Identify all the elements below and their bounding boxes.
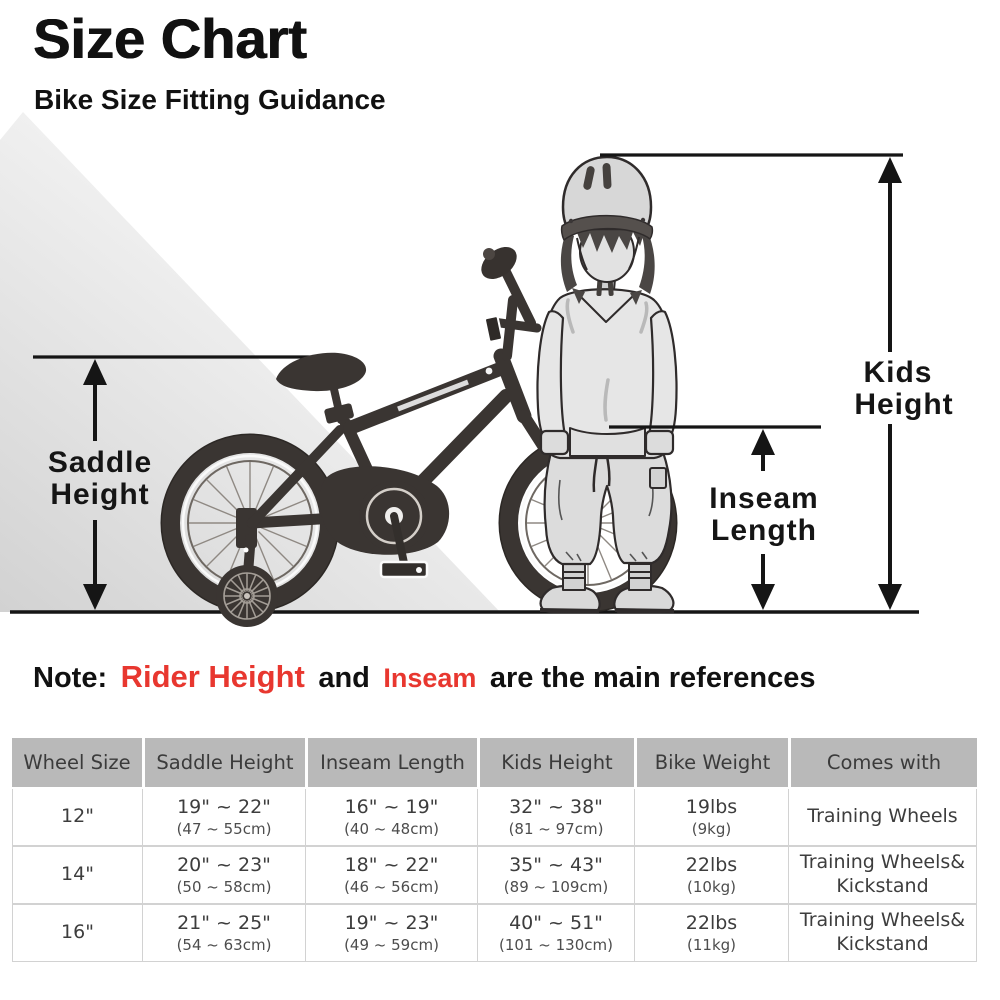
- wheel-size-value: 16": [61, 921, 94, 944]
- column-header-inseam-length: Inseam Length: [305, 738, 477, 787]
- training-wheel: [216, 508, 278, 627]
- bike-weight-lb: 22lbs: [685, 854, 738, 877]
- comes-with-line1: Training Wheels&: [799, 851, 966, 874]
- bike-fitting-diagram: Saddle Height Inseam Length Kids Height: [0, 112, 953, 627]
- hoodie-shading: [565, 298, 649, 422]
- frame-decal: [397, 379, 469, 412]
- pedal: [379, 560, 429, 579]
- wheel-size-value: 14": [61, 863, 94, 886]
- helmet-vents: [583, 163, 612, 190]
- child-shoes: [539, 584, 675, 614]
- inseam-length-cm: (49 ~ 59cm): [344, 935, 439, 954]
- column-header-saddle-height: Saddle Height: [142, 738, 305, 787]
- handlebar-grip: [481, 246, 517, 280]
- column-header-bike-weight: Bike Weight: [634, 738, 788, 787]
- child-hair: [560, 230, 655, 305]
- saddle-height-cm: (47 ~ 55cm): [176, 819, 272, 838]
- column-header-comes-with: Comes with: [788, 738, 977, 787]
- note-and: and: [318, 662, 370, 694]
- child-socks: [562, 563, 652, 591]
- frame-bolt: [485, 367, 493, 375]
- note-suffix: are the main references: [489, 662, 816, 694]
- comes-with-line2: Kickstand: [836, 933, 929, 955]
- kids-height-cm: (89 ~ 109cm): [503, 877, 609, 896]
- table-body: 12" 19" ~ 22" (47 ~ 55cm) 16" ~ 19" (40 …: [12, 789, 977, 962]
- comes-with-line1: Training Wheels&: [799, 909, 966, 932]
- inseam-length-in: 19" ~ 23": [344, 912, 439, 935]
- kids-height-label-2: Height: [854, 388, 953, 421]
- bike-weight-kg: (11kg): [687, 935, 736, 954]
- saddle-height-cm: (54 ~ 63cm): [176, 935, 272, 954]
- inseam-arrow: [751, 429, 775, 610]
- left-hand-cuff: [539, 429, 570, 456]
- saddle-height-label-2: Height: [50, 478, 149, 511]
- helmet-rivet-right: [640, 217, 646, 223]
- chin-straps: [576, 236, 640, 271]
- note-highlight-rider-height: Rider Height: [120, 659, 305, 694]
- helmet-rivet-left: [568, 218, 574, 224]
- kids-height-in: 32" ~ 38": [509, 796, 603, 819]
- inseam-length-label-2: Length: [711, 514, 817, 547]
- bike-weight-lb: 22lbs: [685, 912, 738, 935]
- size-table: Wheel Size Saddle Height Inseam Length K…: [12, 738, 977, 962]
- child-pants: [543, 450, 673, 566]
- inseam-length-in: 18" ~ 22": [344, 854, 439, 877]
- saddle-height-arrow: [83, 359, 107, 610]
- saddle-height-label-1: Saddle: [48, 446, 152, 479]
- cargo-flap: [649, 467, 667, 489]
- helmet-brim: [560, 214, 654, 241]
- kids-height-arrow: [878, 157, 902, 610]
- kids-height-cm: (81 ~ 97cm): [508, 819, 604, 838]
- measurement-annotations: [83, 153, 903, 610]
- table-row: 12" 19" ~ 22" (47 ~ 55cm) 16" ~ 19" (40 …: [13, 789, 976, 845]
- grip-endcap: [483, 248, 495, 260]
- table-row: 14" 20" ~ 23" (50 ~ 58cm) 18" ~ 22" (46 …: [13, 845, 976, 903]
- column-header-wheel-size: Wheel Size: [12, 738, 142, 787]
- pedal-bolt: [416, 567, 422, 573]
- inseam-length-cm: (40 ~ 48cm): [344, 819, 439, 838]
- note-prefix: Note:: [33, 662, 108, 694]
- pedal-crank: [390, 512, 408, 567]
- inseam-length-in: 16" ~ 19": [344, 796, 439, 819]
- stem-reflector: [484, 315, 503, 343]
- bike-weight-lb: 19lbs: [685, 796, 738, 819]
- wheel-size-value: 12": [61, 805, 94, 828]
- inseam-length-cm: (46 ~ 56cm): [344, 877, 439, 896]
- bike-weight-kg: (10kg): [687, 877, 736, 896]
- note-highlight-inseam: Inseam: [383, 663, 477, 693]
- inseam-length-label-1: Inseam: [709, 482, 818, 515]
- right-hand-cuff: [644, 429, 675, 456]
- saddle-height-in: 21" ~ 25": [177, 912, 271, 935]
- bike-weight-kg: (9kg): [691, 819, 732, 838]
- table-row: 16" 21" ~ 25" (54 ~ 63cm) 19" ~ 23" (49 …: [13, 903, 976, 961]
- kids-height-cm: (101 ~ 130cm): [499, 935, 613, 954]
- saddle-height-in: 19" ~ 22": [177, 796, 271, 819]
- column-header-kids-height: Kids Height: [477, 738, 634, 787]
- kids-height-label-1: Kids: [863, 356, 932, 389]
- comes-with-line1: Training Wheels: [807, 805, 958, 828]
- saddle-height-in: 20" ~ 23": [177, 854, 271, 877]
- child-illustration: [536, 155, 678, 614]
- chainwheel-ring: [365, 487, 423, 545]
- bike-saddle: [276, 352, 367, 392]
- saddle-height-cm: (50 ~ 58cm): [176, 877, 272, 896]
- left-sleeve: [536, 310, 568, 442]
- kids-height-in: 35" ~ 43": [509, 854, 603, 877]
- comes-with-line2: Kickstand: [836, 875, 929, 897]
- right-sleeve: [646, 310, 678, 442]
- note-line: Note: Rider Height and Inseam are the ma…: [33, 659, 815, 695]
- table-header-row: Wheel Size Saddle Height Inseam Length K…: [12, 738, 977, 787]
- hood-v-line: [579, 294, 635, 323]
- page-subtitle: Bike Size Fitting Guidance: [34, 84, 386, 115]
- page-title: Size Chart: [33, 7, 307, 70]
- kids-height-in: 40" ~ 51": [509, 912, 603, 935]
